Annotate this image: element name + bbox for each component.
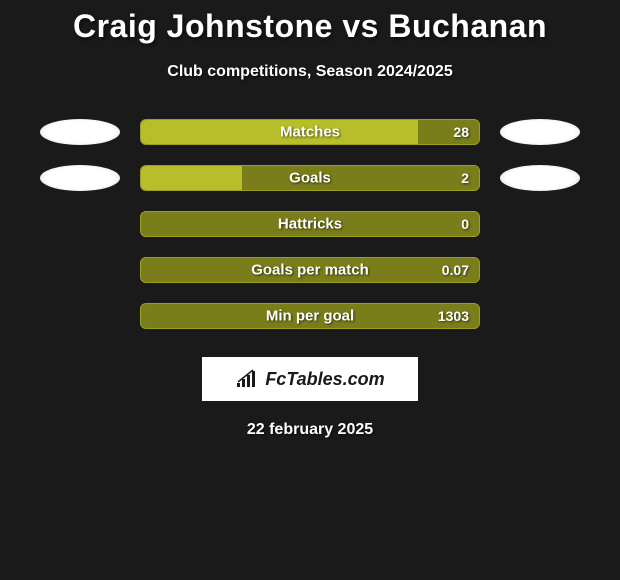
stat-value: 0 [461,216,469,232]
stat-row: Matches 28 [0,119,620,145]
avatar-placeholder [40,257,120,283]
subtitle: Club competitions, Season 2024/2025 [0,63,620,81]
stat-row: Hattricks 0 [0,211,620,237]
player-avatar-left [40,165,120,191]
avatar-placeholder [500,303,580,329]
stat-value: 1303 [438,308,469,324]
stat-label: Goals per match [251,262,369,279]
player-avatar-left [40,119,120,145]
stat-row: Goals 2 [0,165,620,191]
page-title: Craig Johnstone vs Buchanan [0,8,620,45]
chart-icon [235,369,259,389]
stat-label: Goals [289,170,331,187]
stat-label: Hattricks [278,216,342,233]
stat-value: 28 [453,124,469,140]
player-avatar-right [500,165,580,191]
stat-value: 2 [461,170,469,186]
stat-row: Goals per match 0.07 [0,257,620,283]
stat-bar: Matches 28 [140,119,480,145]
player-avatar-right [500,119,580,145]
comparison-infographic: Craig Johnstone vs Buchanan Club competi… [0,0,620,439]
avatar-placeholder [500,211,580,237]
stat-value: 0.07 [442,262,469,278]
avatar-placeholder [500,257,580,283]
stat-label: Matches [280,124,340,141]
stat-bar-fill [141,166,242,190]
logo-text: FcTables.com [265,369,384,390]
avatar-placeholder [40,211,120,237]
logo-box[interactable]: FcTables.com [202,357,418,401]
stat-bar: Goals per match 0.07 [140,257,480,283]
stat-label: Min per goal [266,308,354,325]
avatar-placeholder [40,303,120,329]
stat-row: Min per goal 1303 [0,303,620,329]
stat-bar: Hattricks 0 [140,211,480,237]
stat-bar: Min per goal 1303 [140,303,480,329]
date-text: 22 february 2025 [0,421,620,439]
stat-bar: Goals 2 [140,165,480,191]
